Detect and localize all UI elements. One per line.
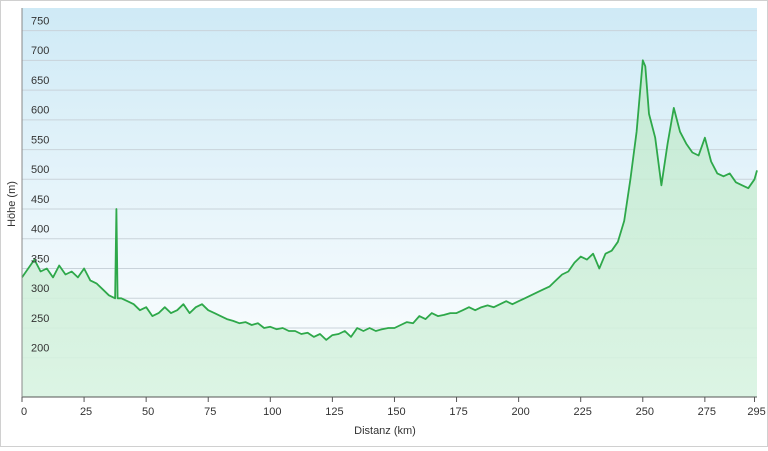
y-tick-label: 250	[31, 313, 49, 325]
x-tick-label: 50	[142, 406, 154, 418]
x-tick-label: 250	[636, 406, 654, 418]
y-tick-label: 650	[31, 75, 49, 87]
y-tick-label: 550	[31, 134, 49, 146]
y-tick-label: 400	[31, 224, 49, 236]
labels: 200 250 300 350 400 450 500 550 600 650 700 750 0 25 5…	[21, 16, 766, 418]
y-tick-label: 750	[31, 16, 49, 28]
x-tick-label: 225	[574, 406, 592, 418]
y-tick-label: 200	[31, 343, 49, 355]
x-axis-title: Distanz (km)	[354, 425, 416, 437]
y-tick-label: 700	[31, 45, 49, 57]
x-tick-label: 200	[511, 406, 529, 418]
x-tick-label: 75	[204, 406, 216, 418]
x-tick-label: 25	[80, 406, 92, 418]
y-tick-label: 300	[31, 283, 49, 295]
y-axis-title: Höhe (m)	[6, 181, 18, 227]
x-tick-label: 275	[698, 406, 716, 418]
x-tick-label: 0	[21, 406, 27, 418]
y-tick-label: 450	[31, 194, 49, 206]
marks	[21, 59, 758, 398]
x-tick-label: 100	[263, 406, 281, 418]
x-tick-label: 150	[387, 406, 405, 418]
x-tick-label: 125	[325, 406, 343, 418]
x-tick-label: 295	[747, 406, 765, 418]
x-tick-label: 175	[449, 406, 467, 418]
elevation-line	[21, 59, 758, 341]
y-tick-label: 600	[31, 105, 49, 117]
y-tick-label: 350	[31, 253, 49, 265]
y-tick-label: 500	[31, 164, 49, 176]
elevation-area	[22, 60, 757, 398]
